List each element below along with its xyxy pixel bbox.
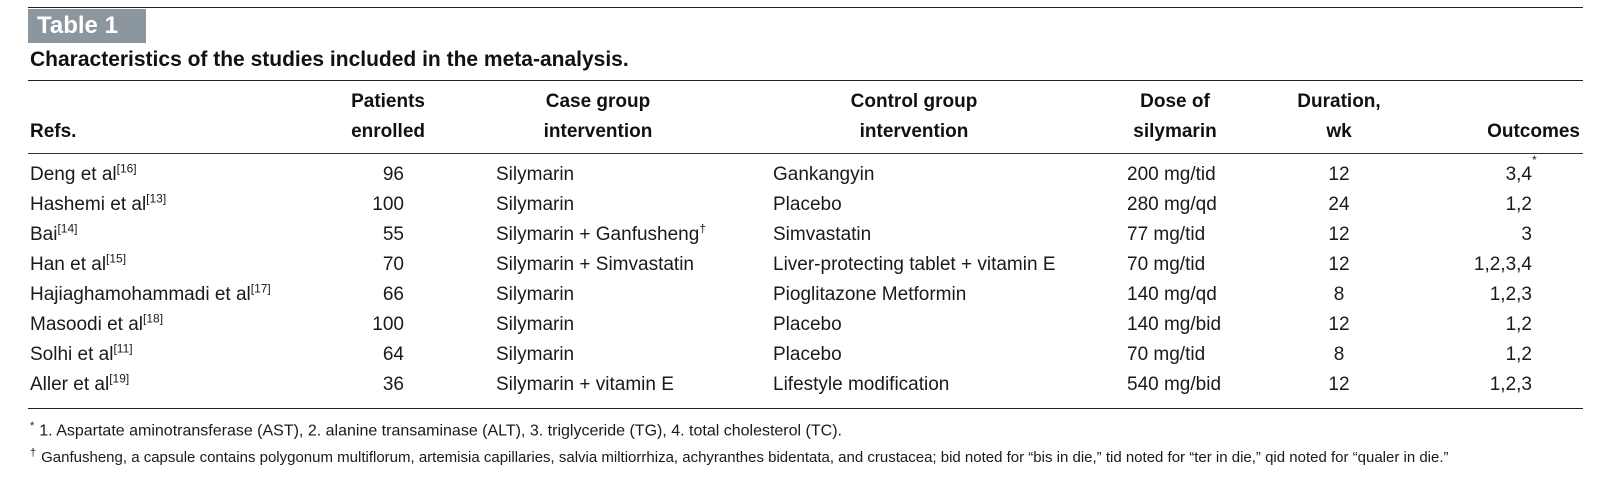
cell-dose: 70 mg/tid bbox=[1127, 254, 1206, 275]
header-duration-line2: wk bbox=[1326, 121, 1352, 142]
top-rule bbox=[28, 7, 1583, 8]
footnote-mark: † bbox=[30, 447, 37, 459]
cell-dose: 540 mg/bid bbox=[1127, 374, 1222, 395]
cell-outcomes: 1,2,3 bbox=[1489, 374, 1532, 395]
cell-duration: 12 bbox=[1328, 164, 1350, 185]
header-refs: Refs. bbox=[30, 121, 77, 142]
cell-control: Simvastatin bbox=[773, 224, 872, 245]
title-rule bbox=[28, 80, 1583, 81]
cell-duration: 24 bbox=[1328, 194, 1350, 215]
cell-dose: 140 mg/bid bbox=[1127, 314, 1222, 335]
citation-ref: [17] bbox=[250, 281, 271, 296]
table-label: Table 1 bbox=[28, 9, 146, 43]
cell-outcomes: 3 bbox=[1521, 224, 1532, 245]
cell-case: Silymarin bbox=[496, 164, 575, 185]
cell-patients: 96 bbox=[382, 164, 404, 185]
cell-duration: 8 bbox=[1333, 284, 1345, 305]
header-case-line2: intervention bbox=[543, 121, 653, 142]
cell-case: Silymarin + vitamin E bbox=[496, 374, 674, 395]
cell-outcomes: 1,2,3,4 bbox=[1473, 254, 1532, 275]
header-duration-line1: Duration, bbox=[1297, 91, 1381, 112]
citation-ref: [14] bbox=[57, 221, 78, 236]
header-dose-line1: Dose of bbox=[1140, 91, 1210, 112]
header-patients-line2: enrolled bbox=[351, 121, 425, 142]
cell-patients: 36 bbox=[382, 374, 404, 395]
footnote-text: Ganfusheng, a capsule contains polygonum… bbox=[41, 449, 1449, 466]
footnote-mark: * bbox=[30, 420, 35, 432]
cell-dose: 70 mg/tid bbox=[1127, 344, 1206, 365]
cell-duration: 12 bbox=[1328, 254, 1350, 275]
table-title: Characteristics of the studies included … bbox=[30, 48, 629, 71]
cell-dose: 77 mg/tid bbox=[1127, 224, 1206, 245]
cell-patients: 64 bbox=[382, 344, 404, 365]
header-control-line1: Control group bbox=[850, 91, 978, 112]
cell-control: Liver-protecting tablet + vitamin E bbox=[773, 254, 1056, 275]
header-dose-line2: silymarin bbox=[1133, 121, 1217, 142]
cell-control: Placebo bbox=[773, 344, 842, 365]
cell-patients: 100 bbox=[372, 314, 404, 335]
cell-patients: 55 bbox=[382, 224, 404, 245]
header-rule bbox=[28, 153, 1583, 154]
cell-case: Silymarin bbox=[496, 284, 575, 305]
cell-duration: 12 bbox=[1328, 374, 1350, 395]
citation-ref: [18] bbox=[143, 311, 164, 326]
cell-patients: 100 bbox=[372, 194, 404, 215]
cell-ref: Deng et al[16] bbox=[30, 161, 137, 185]
cell-outcomes: 3,4 * bbox=[1505, 153, 1537, 185]
citation-ref: [11] bbox=[113, 341, 133, 356]
header-patients-line1: Patients bbox=[351, 91, 425, 112]
cell-control: Placebo bbox=[773, 194, 842, 215]
cell-dose: 140 mg/qd bbox=[1127, 284, 1217, 305]
cell-patients: 70 bbox=[382, 254, 404, 275]
cell-control: Lifestyle modification bbox=[773, 374, 950, 395]
cell-case: Silymarin bbox=[496, 344, 575, 365]
cell-outcomes: 1,2 bbox=[1505, 314, 1532, 335]
cell-control: Placebo bbox=[773, 314, 842, 335]
cell-outcomes: 1,2 bbox=[1505, 344, 1532, 365]
cell-outcomes: 1,2 bbox=[1505, 194, 1532, 215]
cell-ref: Aller et al[19] bbox=[30, 371, 130, 395]
cell-ref: Hajiaghamohammadi et al[17] bbox=[30, 281, 271, 305]
citation-ref: [19] bbox=[109, 371, 130, 386]
cell-case: Silymarin + Simvastatin bbox=[496, 254, 694, 275]
cell-patients: 66 bbox=[382, 284, 404, 305]
header-control-line2: intervention bbox=[859, 121, 969, 142]
cell-dose: 280 mg/qd bbox=[1127, 194, 1217, 215]
cell-outcomes: 1,2,3 bbox=[1489, 284, 1532, 305]
header-outcomes: Outcomes bbox=[1487, 121, 1580, 142]
cell-dose: 200 mg/tid bbox=[1127, 164, 1216, 185]
footnote: † Ganfusheng, a capsule contains polygonu… bbox=[30, 447, 1449, 466]
cell-case: Silymarin + Ganfusheng† bbox=[496, 221, 706, 245]
cell-ref: Hashemi et al[13] bbox=[30, 191, 167, 215]
cell-case: Silymarin bbox=[496, 314, 575, 335]
cell-case: Silymarin bbox=[496, 194, 575, 215]
footnote: * 1. Aspartate aminotransferase (AST), 2.… bbox=[30, 420, 842, 440]
citation-ref: [15] bbox=[106, 251, 127, 266]
cell-duration: 12 bbox=[1328, 224, 1350, 245]
cell-ref: Solhi et al[11] bbox=[30, 341, 133, 365]
footnote-text: 1. Aspartate aminotransferase (AST), 2. … bbox=[39, 422, 842, 440]
dagger-mark: † bbox=[699, 221, 706, 236]
cell-duration: 12 bbox=[1328, 314, 1350, 335]
bottom-rule bbox=[28, 408, 1583, 409]
citation-ref: [13] bbox=[146, 191, 167, 206]
header-case-line1: Case group bbox=[545, 91, 651, 112]
cell-ref: Bai[14] bbox=[30, 221, 78, 245]
cell-duration: 8 bbox=[1333, 344, 1345, 365]
cell-control: Gankangyin bbox=[773, 164, 875, 185]
cell-ref: Han et al[15] bbox=[30, 251, 127, 275]
cell-ref: Masoodi et al[18] bbox=[30, 311, 164, 335]
cell-control: Pioglitazone Metformin bbox=[773, 284, 967, 305]
citation-ref: [16] bbox=[116, 161, 137, 176]
